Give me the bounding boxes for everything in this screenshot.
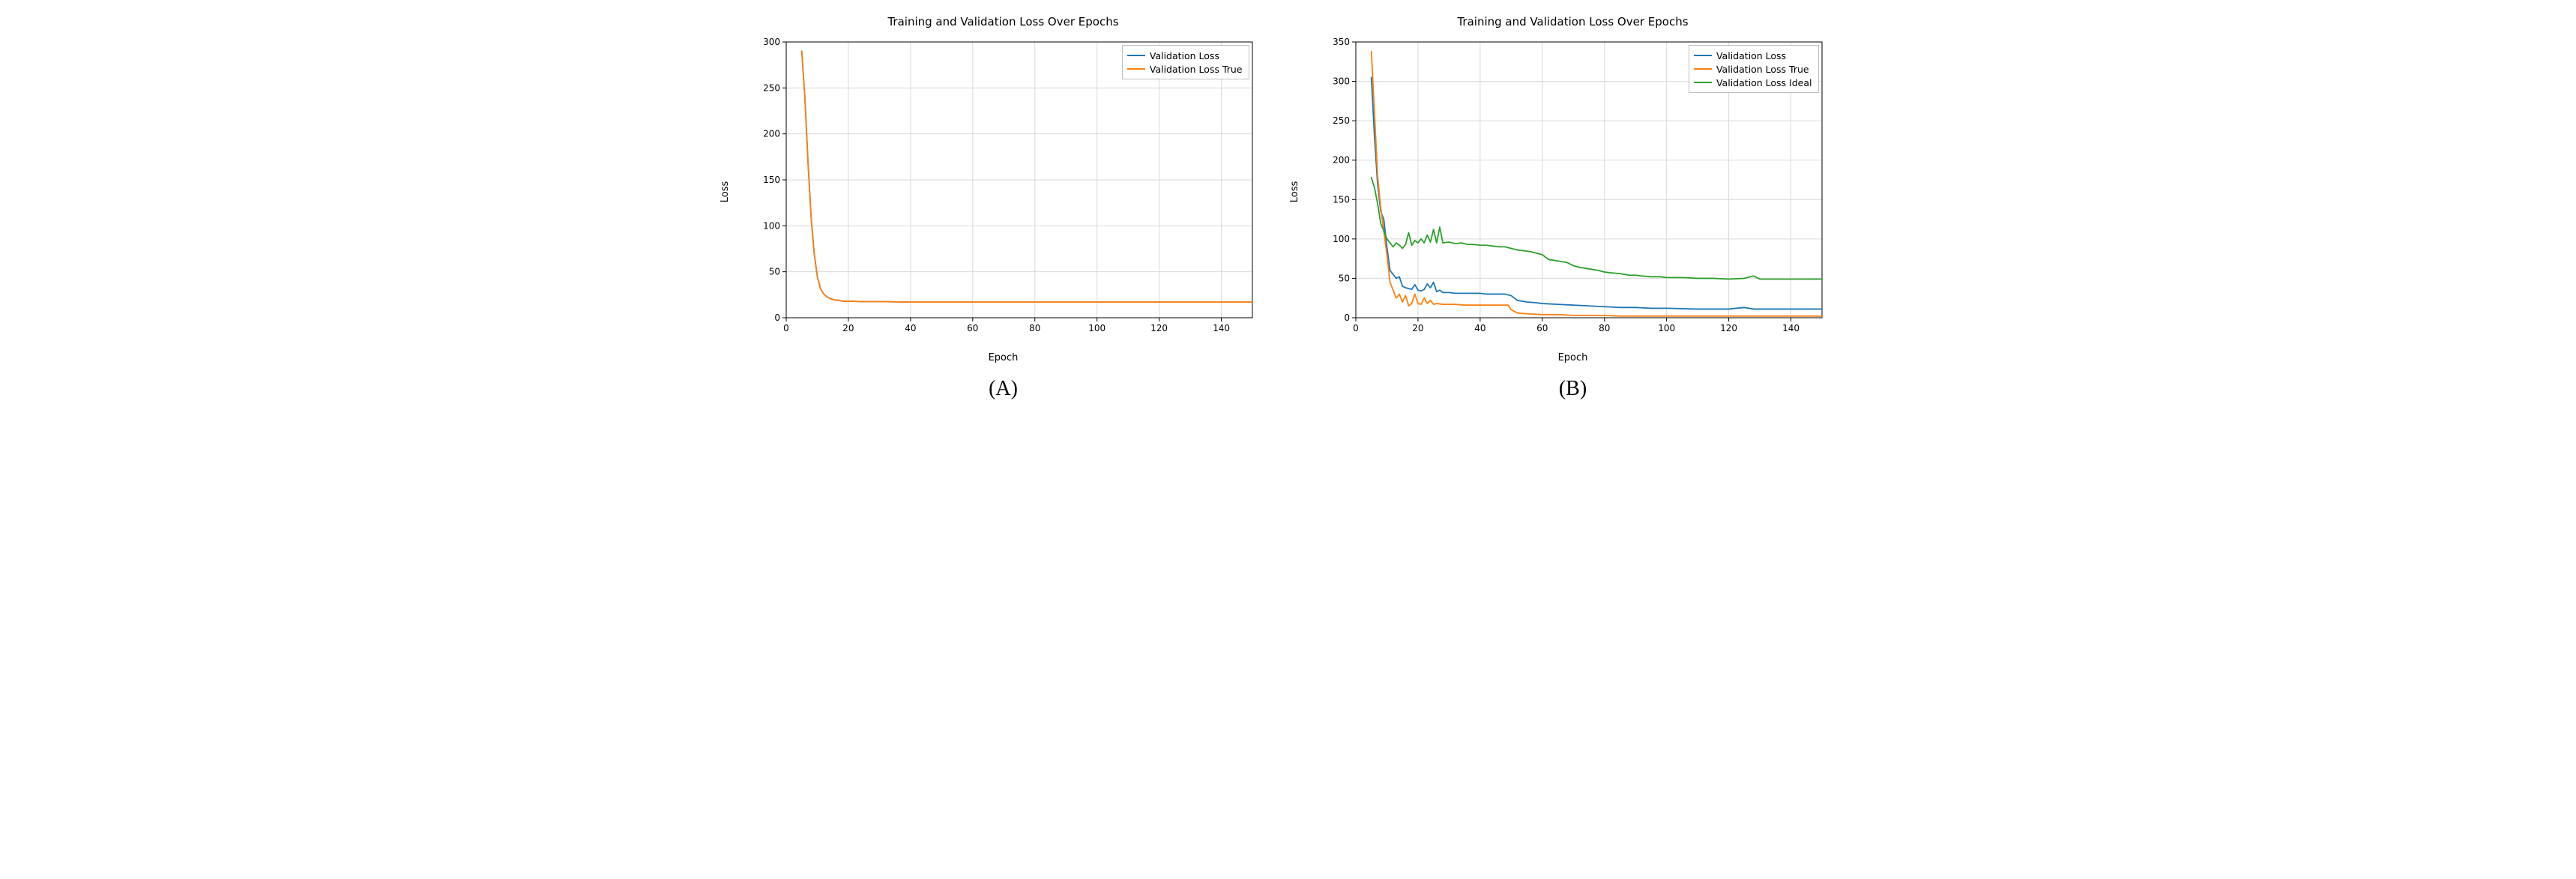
svg-text:120: 120 [1720,323,1737,333]
svg-text:60: 60 [967,323,978,333]
chart-title-b: Training and Validation Loss Over Epochs [1457,15,1688,28]
legend-label: Validation Loss True [1716,64,1809,75]
svg-text:150: 150 [763,175,780,185]
chart-wrap-a: Loss 02040608010012014005010015020025030… [741,34,1266,349]
legend-item: Validation Loss [1694,49,1812,62]
x-axis-label-a: Epoch [989,352,1019,363]
svg-text:50: 50 [1338,273,1349,283]
legend-label: Validation Loss Ideal [1716,77,1812,88]
figure-row: Training and Validation Loss Over Epochs… [15,15,2561,401]
svg-text:20: 20 [842,323,854,333]
legend-item: Validation Loss Ideal [1694,76,1812,89]
svg-text:250: 250 [763,82,780,93]
svg-text:140: 140 [1782,323,1800,333]
svg-text:0: 0 [783,323,789,333]
svg-text:50: 50 [768,267,779,277]
svg-text:120: 120 [1150,323,1168,333]
legend-label: Validation Loss [1716,50,1786,61]
legend-swatch [1127,68,1145,70]
svg-text:100: 100 [1088,323,1105,333]
svg-text:40: 40 [1474,323,1485,333]
svg-text:250: 250 [1333,115,1350,126]
svg-text:300: 300 [1333,76,1350,87]
svg-text:0: 0 [1353,323,1359,333]
svg-text:300: 300 [763,37,780,47]
svg-text:140: 140 [1213,323,1230,333]
legend-swatch [1694,55,1712,56]
svg-text:80: 80 [1599,323,1610,333]
svg-text:100: 100 [1658,323,1675,333]
svg-text:100: 100 [1333,234,1350,244]
chart-title-a: Training and Validation Loss Over Epochs [887,15,1118,28]
chart-svg-a: 0 20 40 60 80 100 120 140 0 50 100 150 200 250 300 [741,34,1266,349]
legend-a: Validation Loss Validation Loss True [1122,45,1249,79]
legend-swatch [1694,82,1712,83]
svg-text:100: 100 [763,220,780,231]
svg-text:200: 200 [763,129,780,139]
legend-swatch [1127,55,1145,56]
svg-text:80: 80 [1029,323,1040,333]
y-axis-label-a: Loss [719,181,730,203]
svg-text:20: 20 [1412,323,1423,333]
panel-a: Training and Validation Loss Over Epochs… [741,15,1266,401]
svg-text:350: 350 [1333,37,1350,47]
svg-text:60: 60 [1536,323,1548,333]
legend-swatch [1694,68,1712,70]
svg-text:40: 40 [905,323,916,333]
panel-letter-b: (B) [1559,377,1587,401]
y-axis-label-b: Loss [1288,181,1300,203]
legend-item: Validation Loss True [1127,62,1243,76]
panel-b: Training and Validation Loss Over Epochs… [1311,15,1836,401]
svg-text:200: 200 [1333,155,1350,166]
chart-wrap-b: Loss 02040608010012014005010015020025030… [1311,34,1836,349]
legend-b: Validation Loss Validation Loss True Valid… [1689,45,1819,93]
legend-item: Validation Loss [1127,49,1243,62]
svg-text:150: 150 [1333,194,1350,205]
panel-letter-a: (A) [989,377,1018,401]
svg-text:0: 0 [774,312,780,323]
legend-item: Validation Loss True [1694,62,1812,76]
legend-label: Validation Loss True [1150,64,1243,75]
svg-text:0: 0 [1344,312,1350,323]
legend-label: Validation Loss [1150,50,1219,61]
x-axis-label-b: Epoch [1558,352,1588,363]
